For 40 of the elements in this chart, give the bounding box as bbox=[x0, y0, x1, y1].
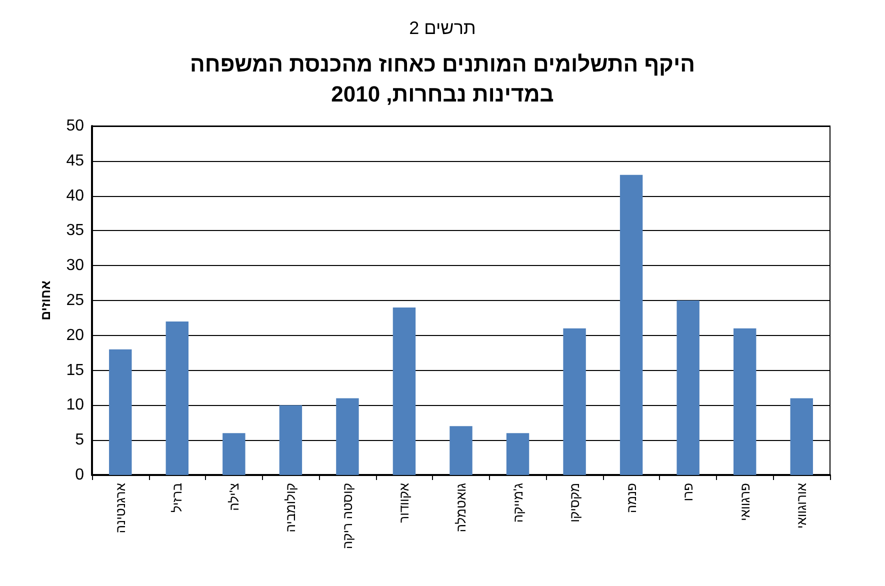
bar bbox=[563, 328, 586, 475]
bar bbox=[222, 433, 246, 475]
x-tick-label: אורוגוואי bbox=[794, 483, 810, 529]
bar bbox=[733, 328, 756, 475]
y-tick-label: 50 bbox=[66, 118, 84, 134]
y-axis-title: אחוזים bbox=[38, 280, 53, 320]
bar bbox=[790, 398, 813, 475]
chart-title: היקף התשלומים המותנים כאחוז מהכנסת המשפחה במדינות נבחרות, 2010 bbox=[190, 52, 695, 106]
y-tick-label: 30 bbox=[66, 257, 84, 274]
bar bbox=[450, 426, 472, 475]
bar bbox=[676, 300, 700, 475]
x-tick-label: גואטמלה bbox=[454, 482, 468, 532]
x-tick-label: קוסטה ריקה bbox=[340, 483, 355, 550]
x-tick-label: מקסיקו bbox=[567, 483, 582, 522]
bar bbox=[109, 349, 132, 475]
y-tick-label: 20 bbox=[66, 326, 84, 344]
y-tick-label: 45 bbox=[66, 152, 84, 170]
x-tick-label: קולומביה bbox=[283, 483, 298, 532]
x-tick-label: ג'מייקה bbox=[510, 482, 526, 523]
y-tick-label: 10 bbox=[66, 396, 84, 414]
y-tick-label: 35 bbox=[66, 222, 84, 240]
bar bbox=[506, 433, 530, 475]
x-tick-label: ארגנטינה bbox=[112, 483, 128, 534]
x-tick-label: פנמה bbox=[624, 482, 639, 514]
bar bbox=[279, 405, 302, 475]
x-tick-label: אקוודור bbox=[396, 483, 412, 523]
x-tick-label: צ'ילה bbox=[226, 483, 242, 511]
bar bbox=[392, 307, 416, 475]
bar bbox=[620, 174, 643, 475]
x-tick-label: ברזיל bbox=[170, 482, 185, 512]
y-tick-label: 40 bbox=[66, 187, 84, 204]
y-tick-label: 5 bbox=[75, 432, 84, 449]
y-tick-label: 15 bbox=[66, 362, 84, 379]
bar bbox=[166, 321, 189, 475]
x-tick-label: פרגוואי bbox=[737, 482, 752, 522]
chart-subtitle: תרשים 2 bbox=[409, 18, 476, 38]
y-tick-label: 0 bbox=[75, 466, 84, 484]
y-tick-label: 25 bbox=[66, 292, 84, 309]
bar bbox=[336, 398, 359, 475]
x-tick-label: פרו bbox=[680, 482, 696, 502]
